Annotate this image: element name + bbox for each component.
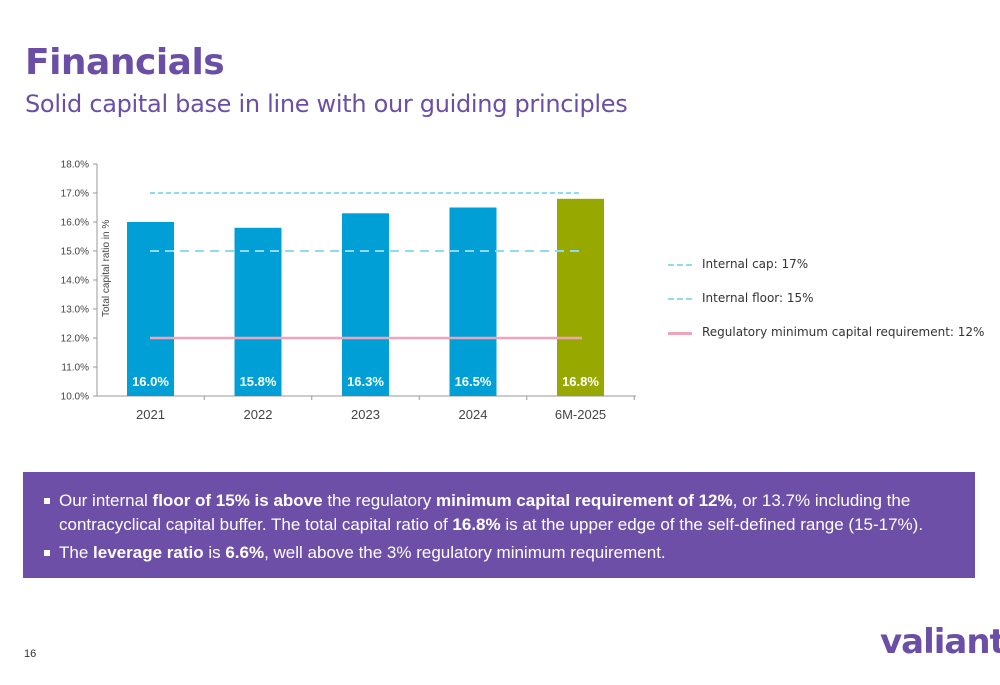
y-tick-label: 11.0% bbox=[61, 363, 89, 374]
info-text-segment: Our internal bbox=[59, 491, 153, 510]
chart-legend: Internal cap: 17% Internal floor: 15% Regu… bbox=[668, 255, 988, 357]
page-title: Financials bbox=[25, 42, 225, 83]
y-tick-label: 17.0% bbox=[61, 189, 89, 200]
bar-value-label: 16.3% bbox=[347, 374, 384, 389]
info-text-segment: is bbox=[203, 543, 226, 562]
info-text-segment: The bbox=[59, 543, 94, 562]
x-tick-label: 2024 bbox=[459, 407, 488, 422]
x-tick-label: 2022 bbox=[244, 407, 273, 422]
bar-value-label: 15.8% bbox=[240, 374, 277, 389]
legend-label: Regulatory minimum capital requirement: … bbox=[702, 325, 985, 339]
y-tick-label: 16.0% bbox=[61, 218, 89, 229]
legend-swatch bbox=[668, 298, 692, 300]
legend-item: Regulatory minimum capital requirement: … bbox=[668, 323, 988, 343]
valiant-logo: valiant bbox=[880, 622, 1000, 662]
y-tick-label: 14.0% bbox=[61, 276, 89, 287]
x-tick-label: 2023 bbox=[351, 407, 380, 422]
bar-2023 bbox=[342, 213, 389, 396]
bar-value-label: 16.8% bbox=[562, 374, 599, 389]
bar-2024 bbox=[449, 207, 497, 396]
bar-2022 bbox=[234, 227, 282, 396]
info-text-segment: leverage ratio bbox=[93, 543, 204, 562]
legend-swatch bbox=[668, 332, 692, 335]
info-bullet-floor: Our internal floor of 15% is above the r… bbox=[43, 489, 955, 537]
info-bullet-leverage: The leverage ratio is 6.6%, well above t… bbox=[43, 541, 955, 565]
legend-label: Internal floor: 15% bbox=[702, 291, 814, 305]
capital-ratio-chart: 10.0% 11.0% 12.0% 13.0% 14.0% 15.0% 16.0% 17.0%… bbox=[61, 160, 636, 422]
info-text-segment: is at the upper edge of the self-defined… bbox=[500, 515, 924, 534]
y-axis-label: Total capital ratio in % bbox=[101, 220, 112, 317]
y-tick-label: 15.0% bbox=[61, 247, 89, 258]
bar-2021 bbox=[127, 222, 174, 396]
bar-value-label: 16.5% bbox=[455, 374, 492, 389]
y-tick-label: 12.0% bbox=[61, 334, 89, 345]
info-text-segment: 16.8% bbox=[452, 515, 501, 534]
legend-label: Internal cap: 17% bbox=[702, 257, 809, 271]
bar-6M-2025 bbox=[557, 198, 604, 396]
info-text-segment: floor of 15% is above bbox=[152, 491, 323, 510]
info-text-segment: the regulatory bbox=[322, 491, 436, 510]
y-tick-label: 10.0% bbox=[61, 392, 89, 403]
info-text-segment: 6.6% bbox=[225, 543, 265, 562]
y-tick-label: 13.0% bbox=[61, 305, 89, 316]
x-tick-label: 6M-2025 bbox=[555, 407, 606, 422]
legend-swatch bbox=[668, 264, 692, 266]
info-box: Our internal floor of 15% is above the r… bbox=[23, 472, 975, 578]
bar-value-label: 16.0% bbox=[132, 374, 169, 389]
info-text-segment: , well above the 3% regulatory minimum r… bbox=[264, 543, 666, 562]
x-tick-label: 2021 bbox=[136, 407, 165, 422]
page-subtitle: Solid capital base in line with our guid… bbox=[25, 90, 628, 118]
page-number: 16 bbox=[24, 648, 37, 660]
info-text-segment: minimum capital requirement of 12% bbox=[436, 491, 733, 510]
y-tick-label: 18.0% bbox=[61, 160, 89, 171]
legend-item: Internal floor: 15% bbox=[668, 289, 988, 309]
info-text-segment: , or 13.7% including the contracyclical … bbox=[59, 491, 911, 534]
legend-item: Internal cap: 17% bbox=[668, 255, 988, 275]
